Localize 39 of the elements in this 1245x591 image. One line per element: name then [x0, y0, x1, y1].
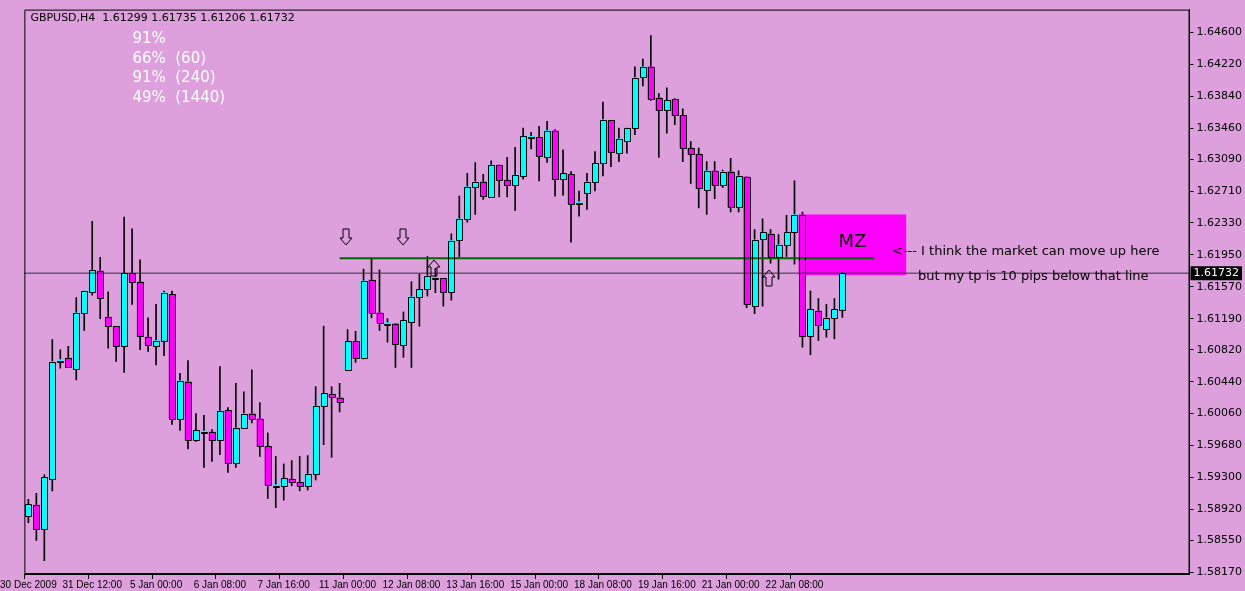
x-tick-label: 12 Jan 08:00 — [382, 578, 441, 590]
y-tick-label: 1.60060 — [1196, 406, 1243, 420]
y-tick-label: 1.63090 — [1196, 151, 1243, 165]
x-tick-label: 11 Jan 00:00 — [319, 578, 377, 590]
annotation: 49% (1440) — [132, 87, 226, 106]
ref-line-label: 1.61732 — [1193, 266, 1240, 280]
y-tick-label: 1.61950 — [1196, 247, 1243, 261]
x-tick-label: 22 Jan 08:00 — [765, 578, 824, 590]
y-tick-label: 1.59680 — [1196, 438, 1243, 452]
annotation: 91% (240) — [132, 68, 216, 87]
x-tick-label: 15 Jan 00:00 — [510, 578, 569, 590]
x-tick-label: 6 Jan 08:00 — [193, 578, 247, 590]
y-tick-label: 1.63840 — [1196, 88, 1243, 102]
x-tick-label: 18 Jan 08:00 — [574, 578, 633, 590]
y-tick-label: 1.61570 — [1196, 279, 1243, 293]
y-tick-label: 1.58920 — [1196, 502, 1243, 516]
y-tick-label: 1.60440 — [1196, 374, 1243, 388]
x-tick-label: 30 Dec 2009 — [0, 578, 58, 590]
x-tick-label: 7 Jan 16:00 — [257, 578, 311, 590]
y-tick-label: 1.64220 — [1196, 57, 1243, 71]
y-tick-label: 1.64600 — [1196, 25, 1243, 39]
chart-title: GBPUSD,H4 1.61299 1.61735 1.61206 1.61732 — [30, 10, 295, 24]
x-tick-label: 21 Jan 00:00 — [701, 578, 760, 590]
y-tick-label: 1.59300 — [1196, 470, 1243, 484]
annotation: 66% (60) — [132, 48, 207, 67]
x-tick-label: 13 Jan 16:00 — [446, 578, 505, 590]
y-tick-label: 1.58170 — [1196, 565, 1243, 579]
y-tick-label: 1.63460 — [1196, 120, 1243, 134]
x-tick-label: 5 Jan 00:00 — [129, 578, 183, 590]
band-label: MZ — [838, 230, 867, 252]
x-tick-label: 31 Dec 12:00 — [62, 578, 123, 590]
y-tick-label: 1.58550 — [1196, 533, 1243, 547]
y-tick-label: 1.62710 — [1196, 183, 1243, 197]
y-tick-label: 1.60820 — [1196, 342, 1243, 356]
y-tick-label: 1.62330 — [1196, 215, 1243, 229]
x-tick-label: 19 Jan 16:00 — [637, 578, 697, 590]
annotation: but my tp is 10 pips below that line — [918, 268, 1149, 284]
annotation: 91% — [132, 29, 166, 48]
y-tick-label: 1.61190 — [1196, 311, 1243, 325]
